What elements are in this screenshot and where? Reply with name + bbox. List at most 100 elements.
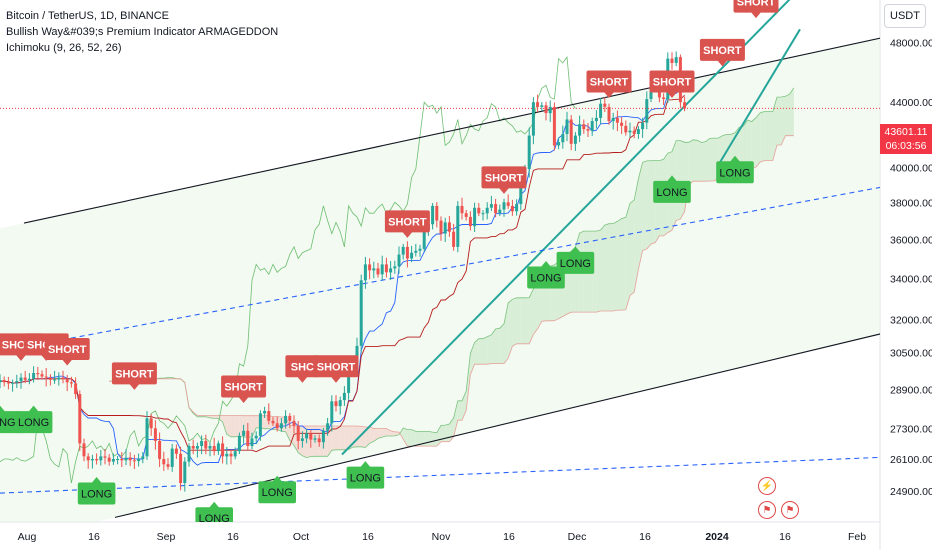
us-flag-event-icon[interactable]: ⚑	[758, 501, 776, 519]
ichimoku-cloud-segment	[646, 160, 651, 249]
long-signal: LONG	[14, 405, 53, 434]
signal-label: SHORT	[703, 45, 742, 57]
currency-button[interactable]: USDT	[884, 4, 926, 28]
candle-body	[250, 438, 254, 447]
ichimoku-cloud-segment	[466, 353, 471, 411]
signal-pointer	[238, 396, 249, 403]
ichimoku-cloud-segment	[516, 297, 521, 344]
x-tick-label: Sep	[157, 531, 176, 543]
ichimoku-cloud-segment	[705, 138, 710, 182]
lightning-event-icon[interactable]: ⚡	[758, 477, 776, 495]
candle-body	[489, 204, 493, 208]
ichimoku-cloud-segment	[453, 400, 458, 437]
long-signal: LONG	[258, 475, 296, 504]
candle-body	[19, 377, 23, 382]
signal-box	[699, 38, 745, 61]
candle-body	[506, 202, 510, 206]
candle-body	[65, 378, 69, 383]
candle-body	[334, 401, 338, 407]
time-axis-background	[0, 522, 880, 550]
candle-body	[498, 209, 502, 214]
ichimoku-cloud-segment	[520, 297, 525, 344]
candle-body	[111, 459, 115, 462]
ichimoku-cloud-segment	[777, 96, 782, 146]
candle-body	[36, 373, 40, 375]
signal-box	[481, 166, 527, 189]
legend-ichimoku: Ichimoku (9, 26, 52, 26)	[6, 42, 122, 54]
candle-body	[586, 129, 590, 131]
signal-box	[0, 411, 19, 434]
candle-body	[149, 418, 153, 429]
candle-body	[107, 457, 111, 462]
candle-body	[284, 415, 288, 424]
ichimoku-cloud-segment	[331, 426, 336, 451]
candle-body	[288, 415, 292, 421]
candle-body	[645, 99, 649, 123]
x-tick-label: Oct	[293, 531, 309, 543]
signal-pointer	[297, 376, 308, 383]
last-price-tag: 43601.11 06:03:56	[880, 124, 932, 154]
ichimoku-cloud-segment	[382, 428, 387, 438]
candle-body	[124, 457, 128, 461]
long-signal: LONG	[77, 477, 116, 505]
signal-box	[111, 362, 157, 385]
signal-label: SHORT	[388, 216, 427, 228]
candle-body	[611, 117, 615, 122]
signal-pointer	[570, 246, 581, 253]
signal-pointer	[28, 405, 39, 412]
long-signal: LONG	[195, 501, 233, 522]
candle-body	[254, 435, 258, 439]
ichimoku-cloud-segment	[235, 415, 240, 437]
short-signal: SHORT	[221, 375, 267, 403]
candle-body	[95, 459, 99, 461]
ichimoku-cloud-segment	[365, 427, 370, 448]
ichimoku-cloud-segment	[621, 217, 626, 311]
y-tick-label: 24900.00	[890, 486, 932, 498]
candle-body	[313, 438, 317, 440]
signal-pointer	[717, 60, 728, 67]
candle-body	[582, 124, 586, 130]
candle-body	[27, 378, 31, 380]
ichimoku-cloud-segment	[491, 329, 496, 364]
ichimoku-cloud-segment	[226, 415, 231, 437]
candle-body	[187, 446, 191, 462]
candle-body	[557, 142, 561, 146]
y-tick-label: 27300.00	[890, 423, 932, 435]
candle-body	[191, 446, 195, 449]
legend-indicator: Bullish Way&#039;s Premium Indicator ARM…	[6, 26, 279, 38]
candle-body	[326, 423, 330, 431]
ichimoku-cloud-segment	[369, 427, 374, 444]
long-signal: LONG	[653, 175, 691, 203]
ichimoku-cloud-segment	[760, 111, 765, 163]
candle-body	[132, 460, 136, 462]
ichimoku-cloud-segment	[310, 426, 315, 457]
ichimoku-cloud-segment	[474, 338, 479, 365]
ichimoku-cloud-segment	[596, 230, 601, 313]
y-tick-label: 36000.00	[890, 234, 932, 246]
ichimoku-cloud-segment	[340, 426, 345, 450]
us-flag-event-icon[interactable]: ⚑	[781, 501, 799, 519]
signal-box	[527, 266, 565, 289]
signal-label: LONG	[560, 258, 591, 270]
signal-pointer	[272, 475, 283, 482]
candle-body	[632, 130, 636, 134]
ichimoku-cloud-segment	[428, 431, 433, 447]
ichimoku-cloud-segment	[789, 87, 794, 136]
short-signal: SHC	[285, 355, 320, 383]
candle-body	[536, 102, 540, 107]
ichimoku-cloud-segment	[424, 431, 429, 447]
signal-box	[221, 375, 267, 398]
candle-body	[296, 425, 300, 441]
ichimoku-cloud-segment	[478, 338, 483, 365]
y-tick-label: 40000.00	[890, 162, 932, 174]
signal-box	[649, 70, 695, 93]
candle-body	[225, 453, 229, 457]
x-tick-label: Feb	[848, 531, 866, 543]
y-tick-label: 48000.00	[890, 38, 932, 50]
ichimoku-cloud-segment	[642, 160, 647, 251]
candle-body	[380, 264, 384, 275]
ichimoku-cloud-segment	[781, 96, 786, 145]
y-tick-label: 28900.00	[890, 384, 932, 396]
